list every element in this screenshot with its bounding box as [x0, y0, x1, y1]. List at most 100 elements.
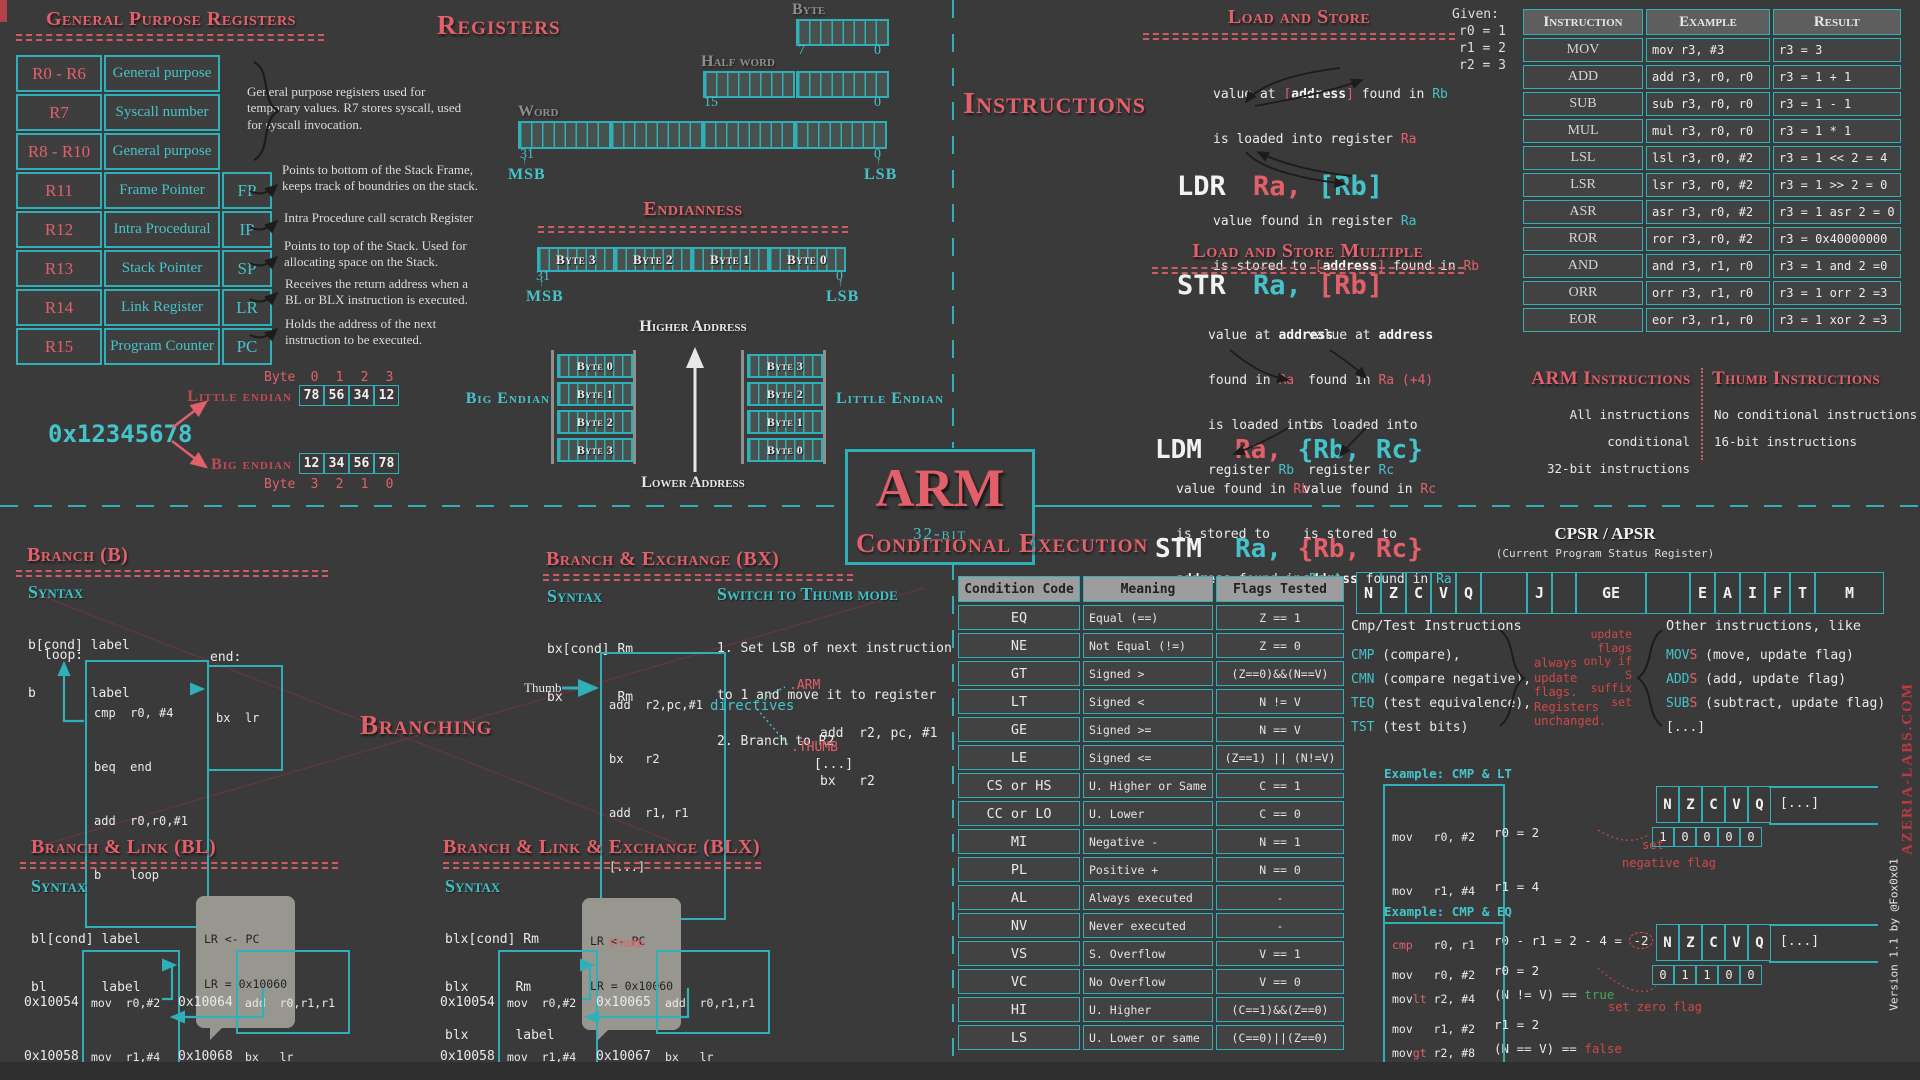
other-instr-list: MOVS (move, update flag) ADDS (add, upda…: [1666, 644, 1885, 740]
opcode: mov: [1392, 1022, 1413, 1036]
thumb-instr-lines: No conditional instructions 16-bit instr…: [1714, 401, 1917, 455]
table-row: ROR ror r3, r0, #2 r3 = 0x40000000: [1523, 227, 1901, 251]
table-row: CC or LO U. Lower C == 0: [958, 801, 1344, 826]
cpsr-bit: T: [1790, 572, 1815, 614]
instr-result: r3 = 1 and 2 =0: [1773, 254, 1901, 278]
table-row: ASR asr r3, r0, #2 r3 = 1 asr 2 = 0: [1523, 200, 1901, 224]
byte-label: Byte 0: [787, 251, 827, 267]
reg-abbr: PC: [222, 328, 272, 365]
cond-code: CC or LO: [958, 801, 1080, 826]
table-header-row: Condition Code Meaning Flags Tested: [958, 576, 1344, 602]
cond-code: AL: [958, 885, 1080, 910]
ex1-title: Example: CMP & LT: [1384, 766, 1512, 781]
instr-name: LSR: [1523, 173, 1643, 197]
gpr-table: R0 - R6 General purpose R7 Syscall number …: [14, 53, 274, 367]
thumb-tag: thumb: [608, 936, 645, 950]
opcode: LDM: [1155, 435, 1202, 465]
opcode: mov: [1392, 992, 1413, 1006]
stm-line: STM Ra, {Rb, Rc}: [1155, 533, 1423, 566]
big-endian-example-label: Big endian: [211, 456, 292, 473]
opcode: STM: [1155, 534, 1202, 564]
reg-ra: Ra: [1400, 214, 1417, 229]
word-cells: [794, 121, 887, 149]
syntax-label: Syntax: [547, 586, 603, 606]
little-endian-example-label: Little endian: [187, 388, 292, 405]
byte-label: Byte 2: [766, 386, 804, 401]
note-text: found in: [1385, 259, 1464, 274]
ex1-calc: r0 = 2 r1 = 4 r0 - r1 = 2 - 4 = -2 (N !=…: [1494, 788, 1653, 1080]
code-line: mov r1, #4: [1392, 882, 1496, 900]
table-row: R15 Program Counter PC: [16, 328, 272, 365]
byte-label: Byte 3: [766, 358, 804, 373]
flag-value: 1: [1652, 827, 1674, 847]
byte-label: Byte: [792, 1, 826, 18]
syntax-line: blx[cond] Rm: [445, 932, 539, 947]
table-row: LT Signed < N != V: [958, 689, 1344, 714]
cond-code: VS: [958, 941, 1080, 966]
bracket: ]: [1377, 259, 1386, 274]
calc-expr: r0 - r1 = 2 - 4 =: [1494, 933, 1630, 948]
s-suffix: S: [1689, 696, 1698, 711]
args: r0, #2: [1412, 968, 1476, 982]
cond-flags: C == 0: [1216, 801, 1344, 826]
switch-thumb-title: Switch to Thumb mode: [717, 584, 898, 604]
memory-bar: [823, 350, 826, 464]
cond-meaning: Never executed: [1083, 913, 1213, 938]
lsm-rule: [1152, 267, 1464, 274]
table-row: R8 - R10 General purpose: [16, 133, 272, 170]
arm-directive-code: add r2, pc, #1 bx r2: [820, 694, 937, 822]
byte-value: 12: [299, 453, 324, 474]
little-endian-label: Little Endian: [836, 390, 945, 407]
bx-codebox: add r2,pc,#1 bx r2 add r1, r1 [...]: [600, 652, 726, 920]
cpsr-title: CPSR / APSR: [1554, 524, 1656, 543]
cond-flags: N == 1: [1216, 829, 1344, 854]
branching-big-title: Branching: [360, 710, 493, 740]
opcode: MOV: [1666, 648, 1690, 663]
cpsr-register: N Z C V Q J GE E A I F T M: [1356, 572, 1884, 614]
branch-blx-title: Branch & Link & Exchange (BLX): [443, 836, 761, 858]
item-desc: (move, update flag): [1697, 648, 1854, 663]
arm-thumb-divider: [1701, 368, 1703, 460]
lower-address-label: Lower Address: [641, 474, 745, 491]
instr-result: r3 = 1 + 1: [1773, 65, 1901, 89]
reg-abbr: SP: [222, 250, 272, 287]
word-lo: 0: [874, 147, 881, 162]
sp-note: Points to top of the Stack. Used for all…: [284, 238, 467, 270]
reg-rb: Rb: [1463, 259, 1480, 274]
byte-label: Byte 2: [633, 251, 673, 267]
cond-code: CS or HS: [958, 773, 1080, 798]
code-line: beq end: [94, 760, 152, 774]
byte-label: Byte 2: [576, 414, 614, 429]
instr-result: r3 = 1 - 1: [1773, 92, 1901, 116]
table-row: LS U. Lower or same (C==0)||(Z==0): [958, 1025, 1344, 1050]
table-row: R0 - R6 General purpose: [16, 55, 272, 92]
table-row: MOV mov r3, #3 r3 = 3: [1523, 38, 1901, 62]
arm-instr-lines: All instructions conditional 32-bit inst…: [1500, 401, 1690, 482]
cond-flags: -: [1216, 913, 1344, 938]
blx-codebox-2: add r0,r1,r1 bx lr: [656, 950, 770, 1064]
syntax-line: blx Rm: [445, 980, 532, 995]
byte-index: 3: [310, 477, 319, 492]
pc-note: Holds the address of the next instructio…: [285, 316, 437, 348]
reg-name: R15: [16, 328, 102, 365]
little-endian-cell: Byte 2: [747, 382, 823, 406]
flag-label: C: [1702, 786, 1725, 823]
args: r2, #4: [1426, 992, 1476, 1006]
instr-result: r3 = 1 orr 2 =3: [1773, 281, 1901, 305]
calc-line: (N != V) == true: [1494, 986, 1653, 1004]
cond-flags: (Z==0)&&(N==V): [1216, 661, 1344, 686]
byte-value: 78: [299, 385, 324, 406]
msb-arrow-icon: ↑: [539, 277, 545, 289]
cond-meaning: S. Overflow: [1083, 941, 1213, 966]
ex2-title: Example: CMP & EQ: [1384, 904, 1512, 919]
set-flag-note: negative flag: [1622, 856, 1716, 870]
instr-example: mul r3, r0, r0: [1646, 119, 1770, 143]
thumb-line: 16-bit instructions: [1714, 434, 1857, 449]
cpsr-bit: I: [1740, 572, 1765, 614]
byte-word: Byte: [264, 370, 296, 385]
load-store-title: Load and Store: [1227, 6, 1371, 28]
directives-label: directives: [710, 698, 795, 714]
instr-example: orr r3, r1, r0: [1646, 281, 1770, 305]
item-desc: (compare negative),: [1374, 672, 1532, 687]
reg-name: R7: [16, 94, 102, 131]
